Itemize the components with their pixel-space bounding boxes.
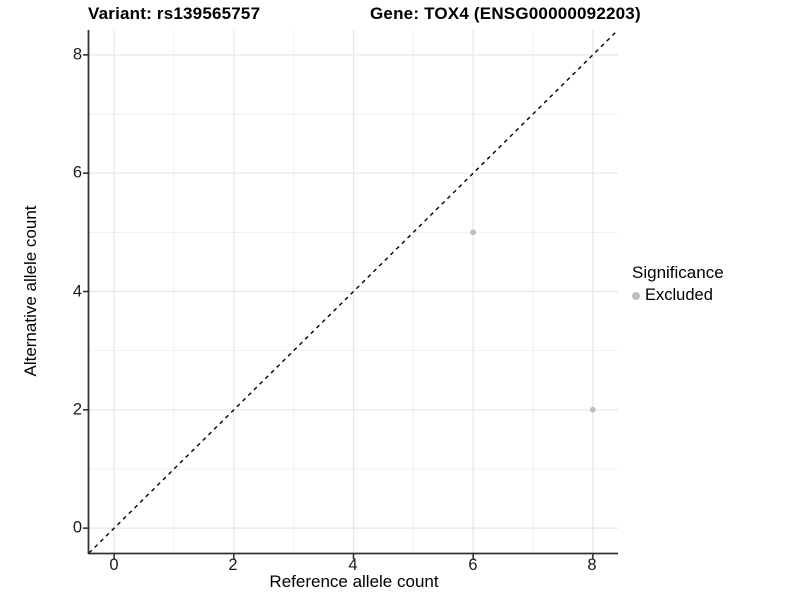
legend-item-label: Excluded: [645, 286, 713, 304]
y-tick-label-0: 0: [72, 518, 82, 537]
legend-item-excluded: Excluded: [632, 286, 724, 305]
legend-title: Significance: [632, 263, 724, 282]
y-axis-title: Alternative allele count: [21, 205, 40, 377]
x-axis-title: Reference allele count: [269, 572, 439, 591]
data-point: [470, 229, 477, 236]
gene-title: Gene: TOX4 (ENSG00000092203): [370, 4, 641, 23]
x-tick-label-2: 2: [228, 556, 238, 574]
excluded-point-icon: [632, 291, 640, 300]
x-tick-label-6: 6: [468, 556, 478, 574]
y-tick-label-2: 2: [72, 400, 82, 419]
x-tick-label-0: 0: [109, 556, 119, 574]
y-tick-label-8: 8: [72, 45, 82, 64]
legend: Significance Excluded: [632, 263, 724, 305]
identity-dashed-line: [88, 29, 619, 554]
y-tick-label-6: 6: [72, 163, 82, 182]
variant-title: Variant: rs139565757: [88, 4, 261, 23]
x-tick-label-4: 4: [348, 556, 358, 574]
x-tick-label-8: 8: [587, 556, 597, 574]
data-point: [589, 406, 596, 413]
y-tick-label-4: 4: [72, 282, 82, 301]
